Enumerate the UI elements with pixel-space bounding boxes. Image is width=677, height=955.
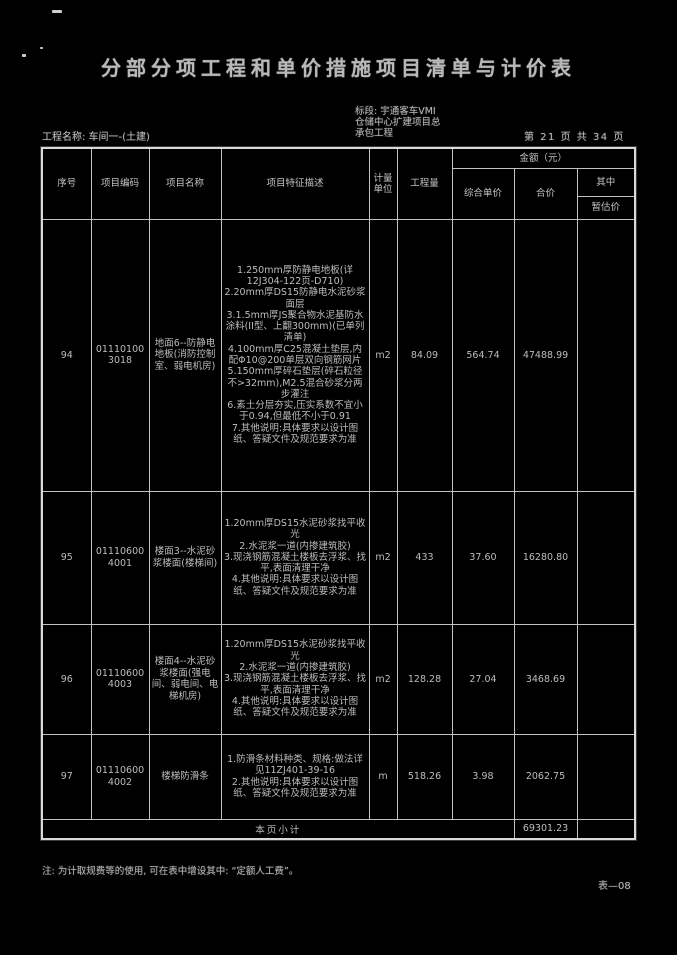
pricing-table: 序号 项目编码 项目名称 项目特征描述 计量单位 工程量 金额（元） 综合单价 … (41, 147, 637, 840)
page-number-text: 第 21 页 共 34 页 (524, 132, 625, 143)
row-seq: 95 (41, 490, 92, 625)
subtotal-row: 本页小计 69301.23 (41, 818, 636, 840)
subtotal-estimate (576, 818, 636, 840)
scan-artifact (40, 47, 43, 49)
row-total: 2062.75 (513, 733, 578, 820)
table-row: 97 011106004002 楼梯防滑条 1.防滑条材料种类、规格:做法详见1… (41, 733, 636, 820)
row-qty: 518.26 (396, 733, 453, 820)
row-unit: m2 (368, 623, 398, 735)
row-total: 47488.99 (513, 218, 578, 492)
table-row: 96 011106004003 楼面4--水泥砂浆楼面(强电间、弱电间、电梯机房… (41, 623, 636, 735)
col-header-seq: 序号 (41, 147, 92, 220)
scan-artifact (22, 54, 26, 57)
row-unit-price: 27.04 (451, 623, 515, 735)
table-row: 95 011106004001 楼面3--水泥砂浆楼面(楼梯间) 1.20mm厚… (41, 490, 636, 625)
project-name-text: 工程名称: 车间一-(土建) (42, 132, 150, 143)
row-name: 地面6--防静电地板(消防控制室、弱电机房) (148, 218, 222, 492)
col-header-code: 项目编码 (90, 147, 150, 220)
row-unit: m2 (368, 218, 398, 492)
row-name: 楼梯防滑条 (148, 733, 222, 820)
row-total: 3468.69 (513, 623, 578, 735)
subtotal-total: 69301.23 (513, 818, 578, 840)
subtotal-label: 本页小计 (41, 818, 515, 840)
row-unit-price: 37.60 (451, 490, 515, 625)
col-header-total: 合价 (513, 167, 578, 220)
row-code: 011106004003 (90, 623, 150, 735)
table-row: 94 011101003018 地面6--防静电地板(消防控制室、弱电机房) 1… (41, 218, 636, 492)
row-name: 楼面4--水泥砂浆楼面(强电间、弱电间、电梯机房) (148, 623, 222, 735)
row-estimate (576, 490, 636, 625)
row-code: 011106004001 (90, 490, 150, 625)
bid-section-text: 标段: 宇通客车VMI 仓储中心扩建项目总 承包工程 (355, 106, 441, 139)
col-header-estimate: 暂估价 (576, 195, 636, 220)
row-features: 1.20mm厚DS15水泥砂浆找平收光 2.水泥浆一道(内掺建筑胶) 3.现浇钢… (220, 490, 370, 625)
row-seq: 94 (41, 218, 92, 492)
row-code: 011101003018 (90, 218, 150, 492)
row-unit: m (368, 733, 398, 820)
row-features: 1.防滑条材料种类、规格:做法详见11ZJ401-39-16 2.其他说明:具体… (220, 733, 370, 820)
row-qty: 433 (396, 490, 453, 625)
row-seq: 96 (41, 623, 92, 735)
row-estimate (576, 218, 636, 492)
row-qty: 128.28 (396, 623, 453, 735)
col-header-name: 项目名称 (148, 147, 222, 220)
col-header-unit-price: 综合单价 (451, 167, 515, 220)
col-header-amount-group: 金额（元） (451, 147, 636, 169)
row-code: 011106004002 (90, 733, 150, 820)
row-unit: m2 (368, 490, 398, 625)
col-header-qty: 工程量 (396, 147, 453, 220)
row-unit-price: 3.98 (451, 733, 515, 820)
row-features: 1.20mm厚DS15水泥砂浆找平收光 2.水泥浆一道(内掺建筑胶) 3.现浇钢… (220, 623, 370, 735)
col-header-unit: 计量单位 (368, 147, 398, 220)
row-unit-price: 564.74 (451, 218, 515, 492)
row-estimate (576, 623, 636, 735)
row-qty: 84.09 (396, 218, 453, 492)
col-header-features: 项目特征描述 (220, 147, 370, 220)
page-title: 分部分项工程和单价措施项目清单与计价表 (101, 56, 576, 80)
col-header-among: 其中 (576, 167, 636, 197)
header-row-2: 综合单价 合价 其中 (42, 167, 636, 220)
row-name: 楼面3--水泥砂浆楼面(楼梯间) (148, 490, 222, 625)
footer-note: 注: 为计取规费等的使用, 可在表中增设其中: “定额人工费”。 (42, 866, 299, 877)
scan-artifact (52, 10, 62, 13)
form-number: 表—08 (598, 881, 631, 892)
row-estimate (576, 733, 636, 820)
row-seq: 97 (41, 733, 92, 820)
header-row-1: 序号 项目编码 项目名称 项目特征描述 计量单位 工程量 金额（元） (41, 147, 636, 220)
row-features: 1.250mm厚防静电地板(详12J304-122页-D710) 2.20mm厚… (220, 218, 370, 492)
row-total: 16280.80 (513, 490, 578, 625)
